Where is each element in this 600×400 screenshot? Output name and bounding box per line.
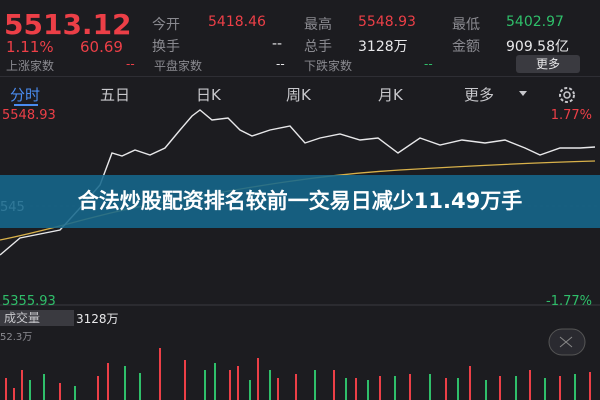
tab[interactable]: 更多	[464, 86, 495, 104]
change: 60.69	[80, 38, 123, 56]
tab[interactable]: 月K	[378, 86, 403, 104]
stat-value: --	[424, 57, 433, 71]
stat-label: 今开	[152, 17, 180, 33]
banner: 合法炒股配资排名较前一交易日减少11.49万手	[0, 175, 600, 228]
volume-value: 3128万	[76, 312, 119, 326]
stat-label: 换手	[152, 39, 180, 55]
volume-bars-up	[5, 348, 591, 400]
more-button[interactable]: 更多	[516, 55, 580, 73]
stat-label: 平盘家数	[154, 59, 203, 73]
volume-scale: 52.3万	[0, 332, 33, 343]
change-pct: 1.11%	[6, 38, 54, 56]
settings-icon[interactable]	[556, 84, 578, 106]
high-pct: 1.77%	[550, 108, 592, 123]
stat-value: --	[126, 57, 135, 71]
stat-value: 5418.46	[208, 14, 266, 30]
volume-label[interactable]: 成交量	[0, 310, 74, 326]
stat-value: 5548.93	[358, 14, 416, 30]
stat-label: 下跌家数	[304, 59, 353, 73]
stat-value: 3128万	[358, 39, 408, 55]
stat-value: --	[276, 57, 285, 71]
stat-label: 最低	[452, 17, 480, 33]
tab[interactable]: 五日	[100, 86, 131, 104]
stat-value: 909.58亿	[506, 39, 569, 55]
tab[interactable]: 周K	[286, 86, 311, 104]
stat-label: 上涨家数	[6, 59, 55, 73]
low-pct: -1.77%	[546, 294, 592, 309]
volume-bars-down	[29, 363, 576, 400]
low-price: 5355.93	[2, 294, 56, 309]
price: 5513.12	[4, 8, 132, 41]
price-line	[0, 109, 596, 256]
dropdown-arrow	[519, 91, 527, 96]
high-price: 5548.93	[2, 108, 56, 123]
stat-label: 最高	[304, 17, 332, 33]
divider	[0, 76, 600, 77]
intraday-chart	[0, 109, 600, 400]
expand-icon[interactable]	[548, 328, 586, 356]
tab[interactable]: 分时	[10, 86, 41, 104]
stat-label: 总手	[304, 39, 332, 55]
stat-label: 金额	[452, 39, 480, 55]
tab-indicator	[14, 104, 38, 106]
tab[interactable]: 日K	[196, 86, 221, 104]
stat-value: --	[272, 36, 283, 52]
stat-value: 5402.97	[506, 14, 564, 30]
